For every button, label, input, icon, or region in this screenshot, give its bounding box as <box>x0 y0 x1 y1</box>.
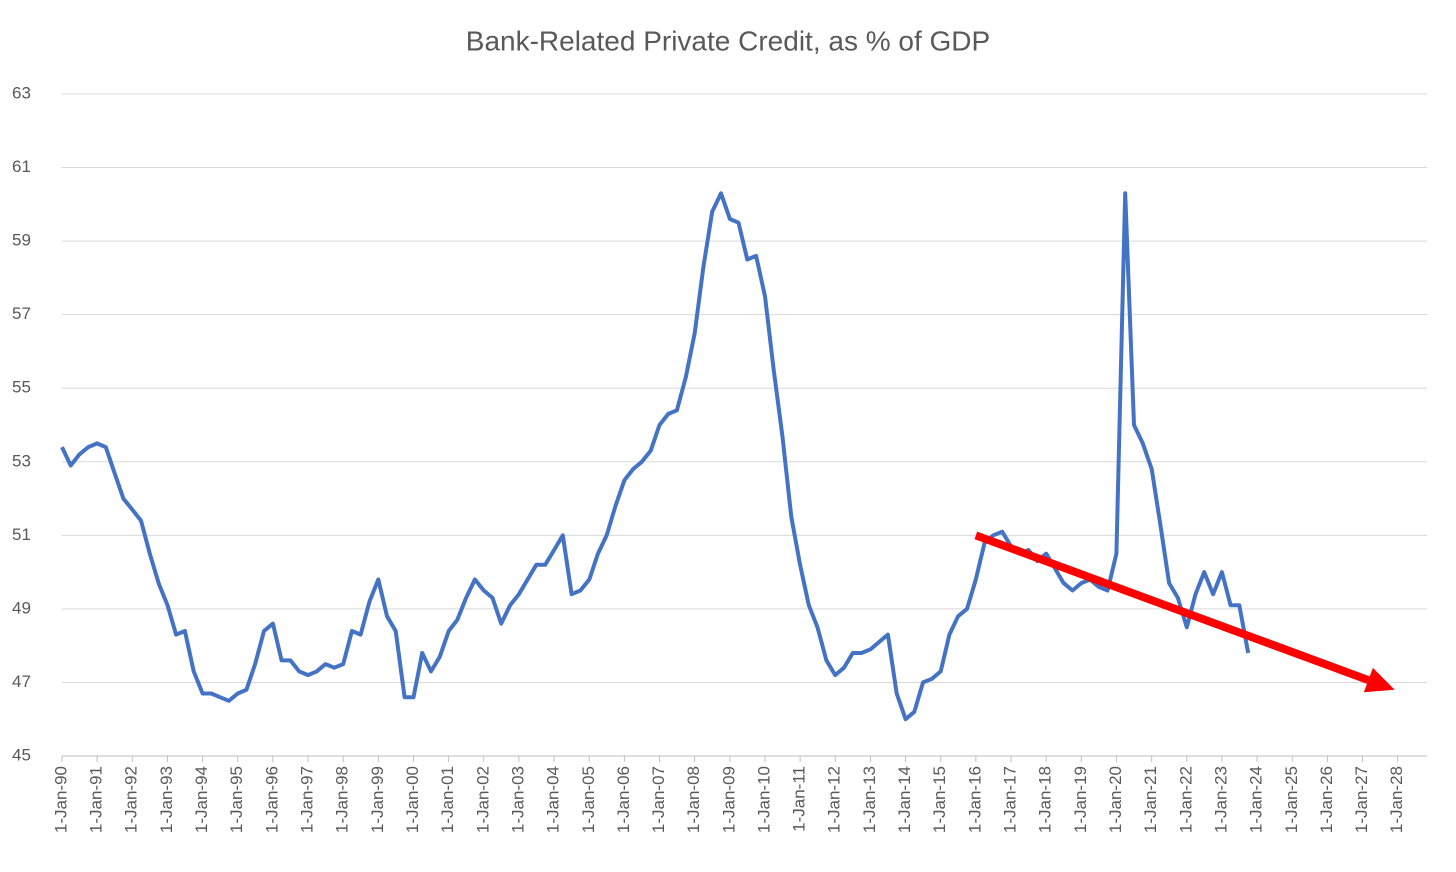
x-tick-label: 1-Jan-28 <box>1387 766 1406 833</box>
y-tick-label: 53 <box>12 451 31 470</box>
x-tick-label: 1-Jan-04 <box>544 766 563 833</box>
x-tick-label: 1-Jan-21 <box>1141 766 1160 833</box>
x-tick-label: 1-Jan-07 <box>649 766 668 833</box>
x-tick-label: 1-Jan-93 <box>157 766 176 833</box>
x-tick-label: 1-Jan-14 <box>895 766 914 833</box>
x-tick-label: 1-Jan-27 <box>1352 766 1371 833</box>
x-tick-label: 1-Jan-98 <box>333 766 352 833</box>
arrow-shaft <box>974 531 1370 684</box>
data-line <box>60 191 1251 722</box>
x-tick-label: 1-Jan-19 <box>1071 766 1090 833</box>
x-tick-label: 1-Jan-17 <box>1001 766 1020 833</box>
chart-title: Bank-Related Private Credit, as % of GDP <box>466 25 990 56</box>
x-tick-label: 1-Jan-12 <box>825 766 844 833</box>
y-tick-label: 47 <box>12 672 31 691</box>
x-tick-label: 1-Jan-11 <box>790 766 809 832</box>
x-tick-label: 1-Jan-95 <box>227 766 246 833</box>
x-tick-label: 1-Jan-03 <box>508 766 527 833</box>
x-tick-label: 1-Jan-26 <box>1317 766 1336 833</box>
x-tick-label: 1-Jan-05 <box>579 766 598 833</box>
x-tick-label: 1-Jan-99 <box>368 766 387 833</box>
x-tick-label: 1-Jan-06 <box>614 766 633 833</box>
x-tick-label: 1-Jan-00 <box>403 766 422 833</box>
x-tick-label: 1-Jan-20 <box>1106 766 1125 833</box>
y-tick-label: 55 <box>12 378 31 397</box>
x-tick-label: 1-Jan-08 <box>684 766 703 833</box>
x-tick-label: 1-Jan-22 <box>1176 766 1195 833</box>
y-tick-label: 45 <box>12 745 31 764</box>
arrow-head <box>1363 667 1395 693</box>
x-tick-label: 1-Jan-90 <box>51 766 70 833</box>
trend-arrow <box>974 531 1395 693</box>
y-tick-label: 59 <box>12 231 31 250</box>
x-tick-label: 1-Jan-96 <box>262 766 281 833</box>
x-tick-label: 1-Jan-15 <box>930 766 949 833</box>
y-tick-label: 63 <box>12 83 31 102</box>
y-tick-label: 49 <box>12 598 31 617</box>
x-tick-label: 1-Jan-18 <box>1036 766 1055 833</box>
x-tick-label: 1-Jan-91 <box>87 766 106 833</box>
x-tick-label: 1-Jan-92 <box>122 766 141 833</box>
y-tick-label: 57 <box>12 304 31 323</box>
x-tick-label: 1-Jan-13 <box>860 766 879 833</box>
y-tick-label: 51 <box>12 525 31 544</box>
x-tick-label: 1-Jan-94 <box>192 766 211 833</box>
x-tick-label: 1-Jan-10 <box>754 766 773 833</box>
x-tick-label: 1-Jan-16 <box>965 766 984 833</box>
x-tick-label: 1-Jan-02 <box>473 766 492 833</box>
x-tick-label: 1-Jan-01 <box>438 766 457 833</box>
x-tick-label: 1-Jan-23 <box>1211 766 1230 833</box>
x-tick-label: 1-Jan-09 <box>719 766 738 833</box>
y-tick-label: 61 <box>12 157 31 176</box>
x-tick-label: 1-Jan-25 <box>1282 766 1301 833</box>
x-tick-label: 1-Jan-24 <box>1247 766 1266 833</box>
x-tick-label: 1-Jan-97 <box>298 766 317 833</box>
